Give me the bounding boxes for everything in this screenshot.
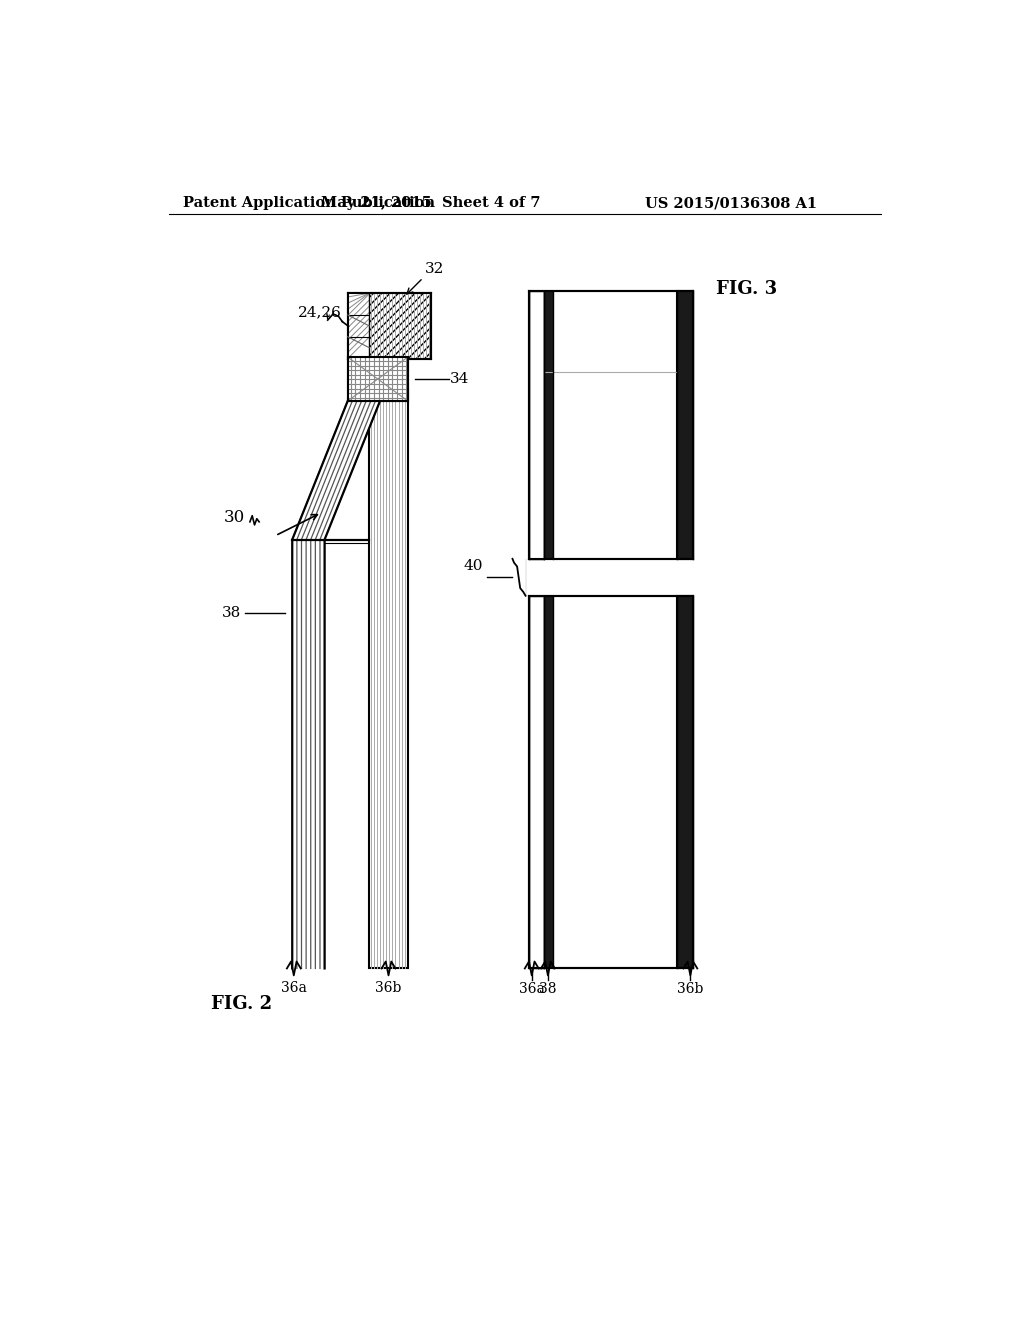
Bar — [370, 389, 408, 969]
Text: Patent Application Publication: Patent Application Publication — [183, 197, 435, 210]
Bar — [348, 358, 408, 401]
Bar — [529, 595, 544, 969]
Text: May 21, 2015  Sheet 4 of 7: May 21, 2015 Sheet 4 of 7 — [322, 197, 541, 210]
Text: 34: 34 — [451, 372, 469, 387]
Bar — [544, 595, 553, 969]
Bar — [544, 290, 553, 558]
Text: US 2015/0136308 A1: US 2015/0136308 A1 — [645, 197, 817, 210]
Bar — [348, 293, 431, 359]
Text: 40: 40 — [464, 560, 483, 573]
Bar — [677, 595, 692, 969]
Text: FIG. 3: FIG. 3 — [716, 280, 777, 298]
Text: FIG. 2: FIG. 2 — [211, 995, 272, 1012]
Text: 24,26: 24,26 — [298, 305, 342, 319]
Bar — [370, 389, 408, 969]
Text: 30: 30 — [223, 510, 245, 527]
Bar — [529, 290, 692, 558]
Text: 36b: 36b — [376, 981, 401, 995]
Bar — [677, 290, 692, 558]
Bar — [348, 358, 408, 401]
Bar — [529, 595, 692, 969]
Text: 38: 38 — [221, 606, 241, 619]
Bar — [348, 358, 408, 401]
Bar — [529, 290, 544, 558]
Text: 32: 32 — [425, 263, 444, 276]
Polygon shape — [348, 293, 370, 359]
Bar — [348, 293, 431, 359]
Text: 38: 38 — [540, 982, 557, 997]
Polygon shape — [292, 401, 380, 969]
Text: 36a: 36a — [519, 982, 545, 997]
Text: 36a: 36a — [281, 981, 307, 995]
Text: 36b: 36b — [677, 982, 703, 997]
Bar — [348, 358, 408, 401]
